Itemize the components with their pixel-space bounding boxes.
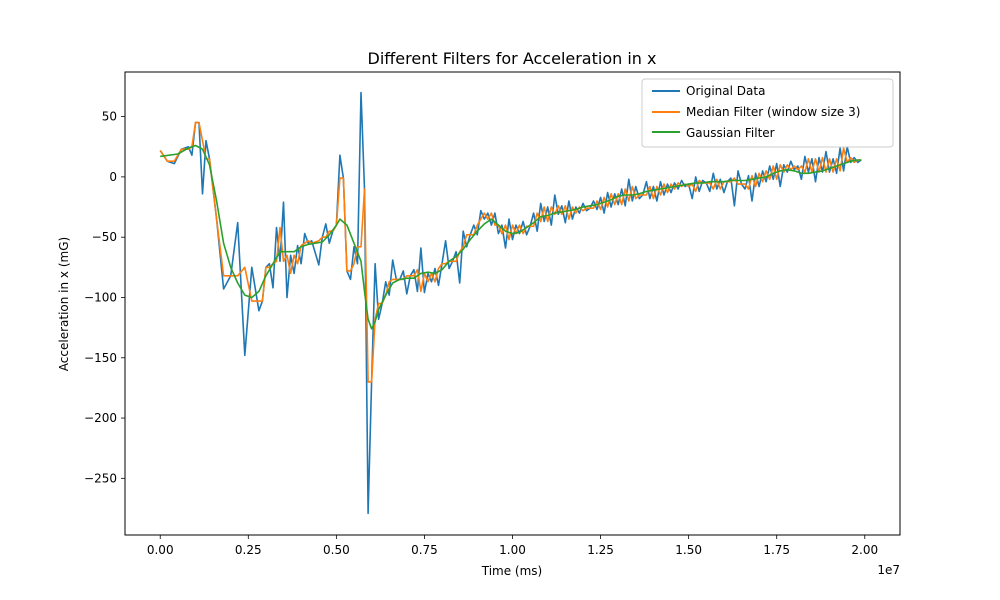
y-tick-label: −100 <box>84 290 117 304</box>
x-tick-label: 1.75 <box>763 543 790 557</box>
x-tick-label: 0.75 <box>411 543 438 557</box>
y-tick-label: 0 <box>109 170 117 184</box>
legend-box <box>641 78 894 148</box>
x-tick-label: 1.25 <box>587 543 614 557</box>
legend-label-median-filter: Median Filter (window size 3) <box>686 105 860 119</box>
x-axis-multiplier: 1e7 <box>877 563 900 577</box>
y-tick-label: −200 <box>84 411 117 425</box>
x-tick-label: 2.00 <box>851 543 878 557</box>
legend-label-gaussian-filter: Gaussian Filter <box>686 126 775 140</box>
y-axis: 50 0 −50 −100 −150 −200 −250 <box>84 110 125 485</box>
x-tick-label: 0.50 <box>323 543 350 557</box>
x-axis: 0.00 0.25 0.50 0.75 1.00 1.25 1.50 1.75 2.00 <box>147 535 878 557</box>
series-layer <box>159 91 862 515</box>
y-tick-label: −50 <box>92 230 117 244</box>
series-line-median-filter-window-size-3 <box>159 121 862 383</box>
legend: Original Data Median Filter (window size… <box>641 78 894 148</box>
series-line-original-data <box>159 91 862 515</box>
y-tick-label: −150 <box>84 351 117 365</box>
x-tick-label: 1.00 <box>499 543 526 557</box>
x-tick-label: 0.00 <box>147 543 174 557</box>
series-line-gaussian-filter <box>160 144 862 330</box>
legend-label-original-data: Original Data <box>686 84 765 98</box>
chart-title: Different Filters for Acceleration in x <box>368 49 657 68</box>
y-tick-label: −250 <box>84 471 117 485</box>
y-tick-label: 50 <box>102 110 117 124</box>
x-tick-label: 0.25 <box>235 543 262 557</box>
x-tick-label: 1.50 <box>675 543 702 557</box>
x-axis-label: Time (ms) <box>481 564 543 578</box>
y-axis-label: Acceleration in x (mG) <box>57 237 71 371</box>
